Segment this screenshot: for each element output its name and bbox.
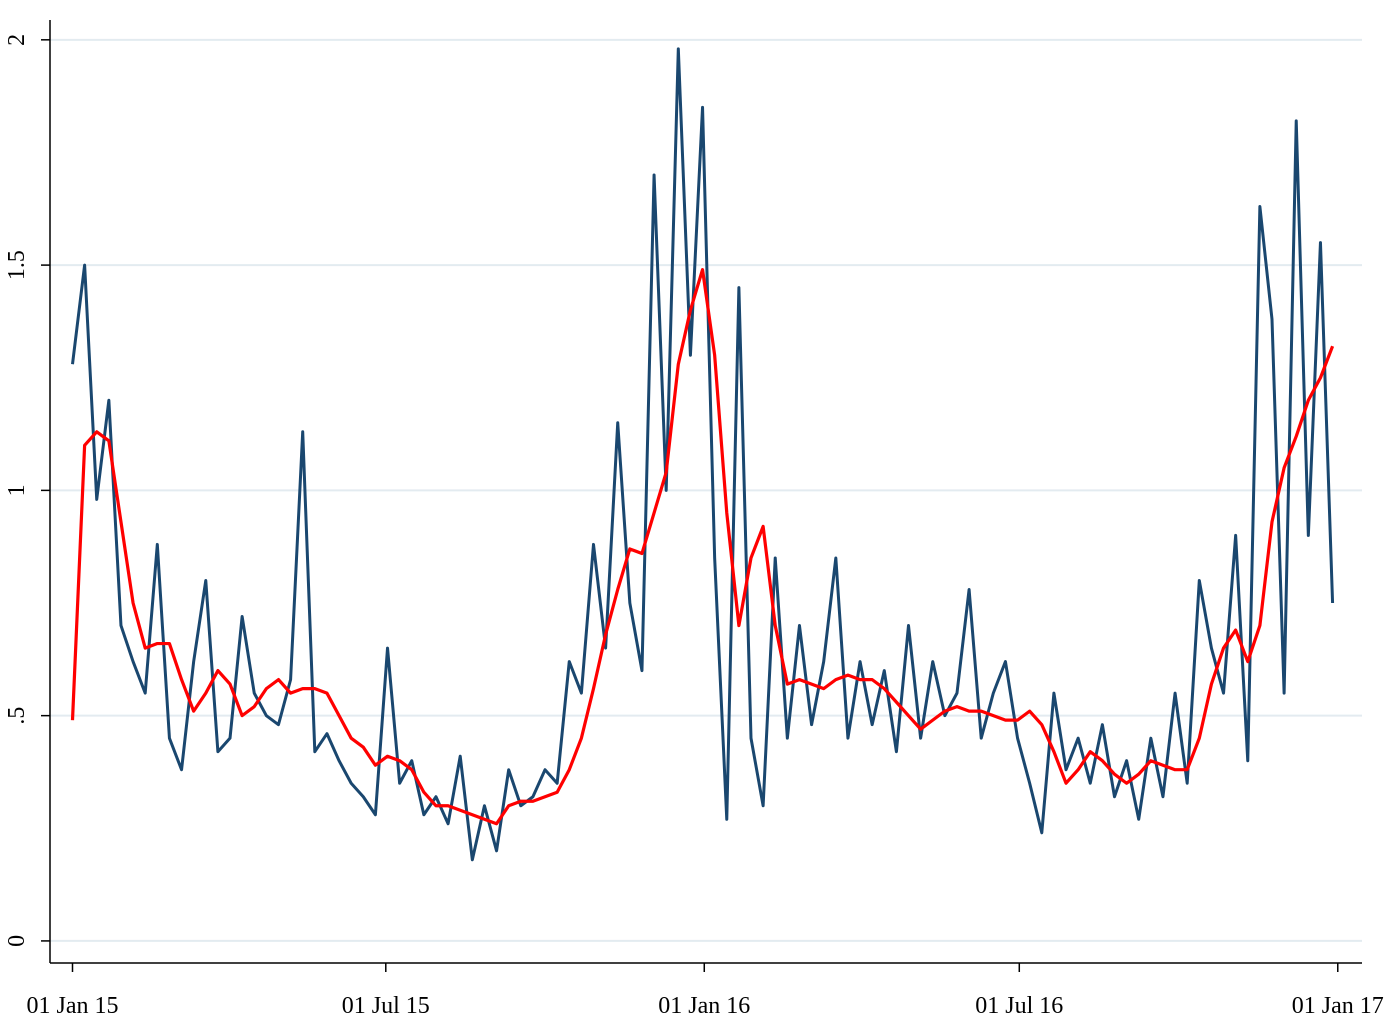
plot-lines xyxy=(70,47,1335,862)
y-tick-label: .5 xyxy=(4,707,30,725)
x-tick-label: 01 Jul 15 xyxy=(342,993,430,1019)
x-tick-label: 01 Jul 16 xyxy=(975,993,1063,1019)
y-tick-label: 0 xyxy=(4,935,30,947)
y-tick-label: 1.5 xyxy=(4,250,30,280)
grid xyxy=(50,38,1362,942)
series-line xyxy=(71,47,1335,862)
x-tick-label: 01 Jan 15 xyxy=(27,993,119,1019)
y-tick-label: 2 xyxy=(4,34,30,46)
ticks: 0 .5 1 1.5 2 01 Jan 15 01 Jul 15 01 Jan 16 01 Ju… xyxy=(4,34,1384,1019)
y-tick-label: 1 xyxy=(4,484,30,496)
series-line xyxy=(70,268,1335,826)
x-tick-label: 01 Jan 16 xyxy=(658,993,750,1019)
x-tick-label: 01 Jan 17 xyxy=(1292,993,1384,1019)
